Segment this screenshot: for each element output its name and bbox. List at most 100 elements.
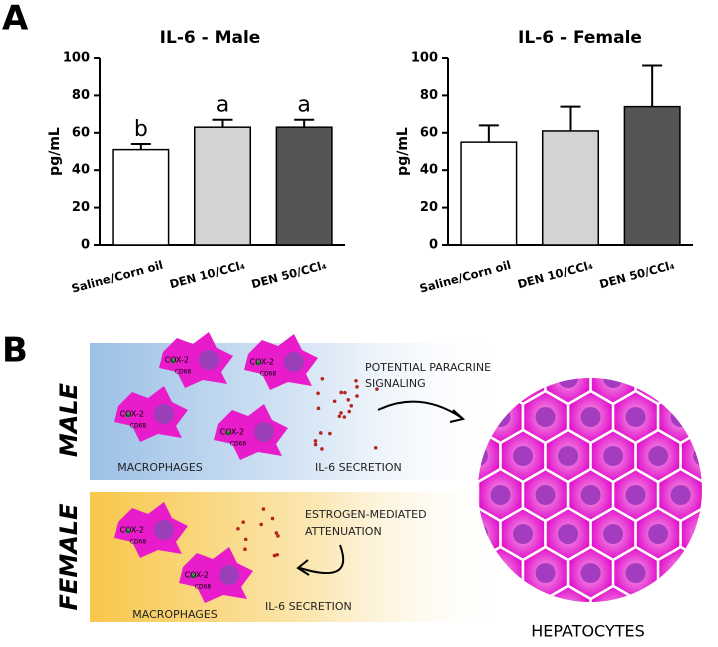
dot (319, 431, 323, 435)
dot (343, 415, 347, 419)
x-tick-label: DEN 50/CCl₄ (598, 258, 676, 291)
hepatocyte-nucleus (558, 368, 578, 388)
annotation: IL-6 SECRETION (315, 461, 402, 474)
y-tick-label: 40 (72, 163, 90, 178)
significance-letter: b (134, 117, 148, 142)
panel-label: B (2, 331, 28, 371)
dot (349, 404, 353, 408)
hepatocyte-nucleus (491, 485, 511, 505)
dot (276, 534, 280, 538)
marker-label: COX-2 (220, 428, 244, 437)
nucleus (154, 404, 174, 424)
dot (243, 547, 247, 551)
hepatocyte (681, 352, 718, 404)
y-tick-label: 60 (420, 125, 438, 140)
hepatocyte-nucleus (671, 563, 691, 583)
y-tick-label: 80 (420, 88, 438, 103)
hepatocyte-nucleus (626, 407, 646, 427)
hepatocyte (703, 547, 718, 599)
hepatocyte (433, 625, 478, 643)
hepatocyte (703, 391, 718, 443)
y-tick-label: 100 (63, 51, 90, 66)
dot (333, 399, 337, 403)
dot (314, 443, 318, 447)
hepatocyte-nucleus (558, 602, 578, 622)
dot (244, 538, 248, 542)
dot (321, 377, 325, 381)
hepatocyte-nucleus (536, 329, 556, 349)
annotation: SIGNALING (365, 377, 426, 390)
hepatocyte (703, 469, 718, 521)
hepatocyte-nucleus (558, 524, 578, 544)
hepatocyte-nucleus (693, 524, 713, 544)
dot (317, 407, 321, 411)
dot (271, 517, 275, 521)
hepatocyte-nucleus (536, 485, 556, 505)
y-tick-label: 40 (420, 163, 438, 178)
marker-label: CD68 (195, 584, 212, 591)
bar (276, 127, 332, 245)
annotation: MACROPHAGES (117, 461, 203, 474)
hepatocyte-nucleus (581, 563, 601, 583)
hepatocyte-nucleus (603, 368, 623, 388)
annotation: POTENTIAL PARACRINE (365, 361, 491, 374)
x-tick-label: Saline/Corn oil (418, 258, 513, 296)
hepatocyte-nucleus (626, 563, 646, 583)
hepatocyte-nucleus (626, 329, 646, 349)
hepatocyte-nucleus (671, 407, 691, 427)
dot (314, 439, 318, 443)
dot (338, 414, 342, 418)
hepatocyte (478, 625, 523, 643)
bar (195, 127, 251, 245)
y-tick-label: 60 (72, 125, 90, 140)
marker-label: CD68 (130, 539, 147, 546)
x-tick-label: DEN 50/CCl₄ (250, 258, 328, 291)
marker-label: COX-2 (120, 526, 144, 535)
annotation: MACROPHAGES (132, 608, 218, 621)
significance-letter: a (216, 93, 229, 118)
hepatocyte-nucleus (603, 602, 623, 622)
marker-label: CD68 (230, 441, 247, 448)
bar (113, 150, 169, 245)
dot (259, 523, 263, 527)
dot (347, 410, 351, 414)
hepatocyte-nucleus (671, 329, 691, 349)
x-tick-label: Saline/Corn oil (70, 258, 165, 296)
dot (320, 447, 324, 451)
bar (624, 107, 680, 245)
hepatocyte-nucleus (513, 446, 533, 466)
marker-label: COX-2 (250, 358, 274, 367)
charts: IL-6 - Malepg/mL020406080100bSaline/Corn… (47, 28, 693, 296)
group-label: FEMALE (55, 503, 83, 611)
hepatocyte-nucleus (513, 368, 533, 388)
x-tick-label: DEN 10/CCl₄ (516, 258, 594, 291)
y-axis-label: pg/mL (395, 127, 411, 176)
dot (354, 379, 358, 383)
marker-label: COX-2 (185, 571, 209, 580)
hepatocyte-nucleus (648, 368, 668, 388)
chart-title: IL-6 - Female (518, 28, 642, 48)
dot (273, 554, 277, 558)
hepatocyte (613, 313, 658, 365)
y-tick-label: 0 (81, 238, 90, 253)
hepatocyte (658, 547, 703, 599)
dot (346, 398, 350, 402)
dot (241, 520, 245, 524)
nucleus (219, 565, 239, 585)
y-tick-label: 0 (429, 238, 438, 253)
dot (339, 411, 343, 415)
hepatocyte-nucleus (581, 407, 601, 427)
hepatocyte-nucleus (581, 329, 601, 349)
hepatocyte-nucleus (513, 602, 533, 622)
annotation: IL-6 SECRETION (265, 600, 352, 613)
hepatocyte-nucleus (648, 524, 668, 544)
hepatocyte-nucleus (693, 368, 713, 388)
marker-label: CD68 (175, 369, 192, 376)
marker-label: CD68 (260, 371, 277, 378)
hepatocyte-nucleus (536, 407, 556, 427)
dot (355, 394, 359, 398)
hepatocyte (568, 313, 613, 365)
dot (316, 391, 320, 395)
hepatocyte (523, 313, 568, 365)
